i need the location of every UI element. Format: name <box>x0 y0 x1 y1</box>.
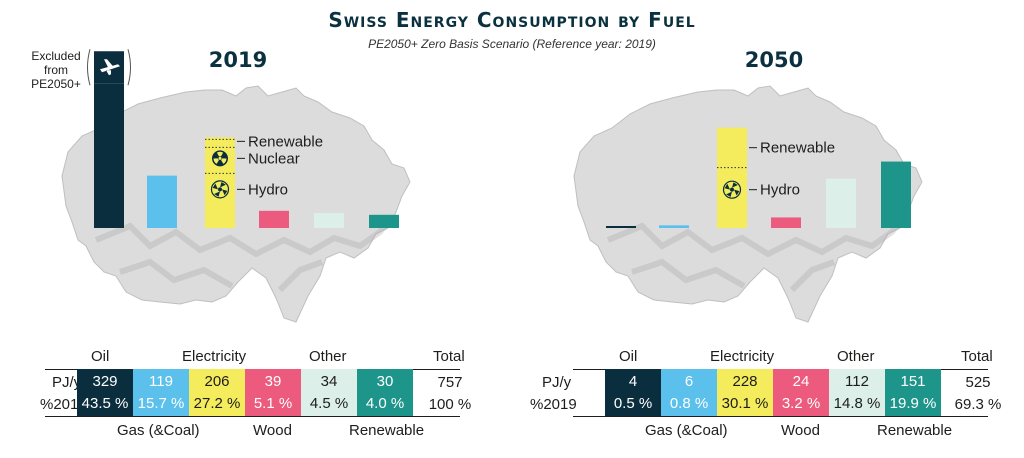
panel-title-2019: 2019 <box>208 48 268 72</box>
total-value: 757 <box>437 374 463 391</box>
label-oil: Oil <box>619 348 638 365</box>
label-total: Total <box>961 348 993 365</box>
label-gas: Gas (&Coal) <box>117 422 200 439</box>
cell-percent: 4.5 % <box>309 395 349 412</box>
cell-percent: 15.7 % <box>137 395 185 412</box>
cell-percent: 30.1 % <box>721 395 769 412</box>
cell-renewable: 151 19.9 % <box>885 369 941 416</box>
cell-percent: 3.2 % <box>781 395 821 412</box>
label-oil: Oil <box>91 348 110 365</box>
row-label-pj: PJ/y <box>542 374 572 391</box>
bar-oil <box>606 226 636 228</box>
cell-electricity: 228 30.1 % <box>717 369 773 416</box>
label-wood: Wood <box>781 422 820 439</box>
total-percent: 69.3 % <box>954 396 1002 413</box>
cell-value: 329 <box>92 373 118 390</box>
cell-value: 151 <box>900 373 926 390</box>
annotation-hydro: Hydro <box>760 182 800 199</box>
chart-title: Swiss Energy Consumption by Fuel <box>328 8 696 32</box>
cell-percent: 0.8 % <box>669 395 709 412</box>
cell-value: 112 <box>845 373 869 390</box>
label-other: Other <box>309 348 347 365</box>
cell-value: 228 <box>732 373 758 390</box>
bar-gas-coal <box>147 175 177 228</box>
label-renewable: Renewable <box>349 422 425 439</box>
cell-value: 39 <box>264 373 282 390</box>
cell-value: 4 <box>628 373 638 390</box>
bar-oil <box>94 83 124 229</box>
cell-percent: 27.2 % <box>193 395 241 412</box>
cell-gas-coal: 119 15.7 % <box>133 369 189 416</box>
cell-other: 34 4.5 % <box>301 369 357 416</box>
label-electricity: Electricity <box>710 348 775 365</box>
annotation-hydro: Hydro <box>248 181 288 198</box>
bracket-right <box>127 49 131 86</box>
cell-percent: 19.9 % <box>889 395 937 412</box>
label-electricity: Electricity <box>182 348 247 365</box>
hydro-icon <box>210 180 230 199</box>
annotation-renewable: Renewable <box>760 140 835 157</box>
total-value: 525 <box>965 374 991 391</box>
table-bottom-rule <box>573 416 988 417</box>
cell-value: 24 <box>792 373 810 390</box>
cell-percent: 14.8 % <box>833 395 881 412</box>
panel-title-2050: 2050 <box>744 48 804 72</box>
cell-oil: 329 43.5 % <box>77 369 133 416</box>
cell-value: 6 <box>684 373 694 390</box>
label-renewable: Renewable <box>877 422 953 439</box>
cell-oil: 4 0.5 % <box>605 369 661 416</box>
annotation-renewable: Renewable <box>248 133 323 150</box>
cell-percent: 0.5 % <box>613 395 653 412</box>
nuclear-icon <box>212 150 228 167</box>
cell-value: 34 <box>320 373 338 390</box>
bracket-left <box>87 49 91 86</box>
cell-percent: 4.0 % <box>365 395 405 412</box>
label-total: Total <box>433 348 465 365</box>
bar-electricity <box>717 127 747 228</box>
label-wood: Wood <box>253 422 292 439</box>
bar-renewable <box>369 214 399 228</box>
airplane-icon <box>94 51 124 84</box>
bar-other <box>826 178 856 228</box>
cell-value: 30 <box>376 373 394 390</box>
cell-wood: 24 3.2 % <box>773 369 829 416</box>
bar-gas-coal <box>659 225 689 228</box>
row-label-pct: %2019 <box>530 396 577 413</box>
cell-percent: 43.5 % <box>81 395 129 412</box>
annotation-excluded: Excluded <box>31 49 80 63</box>
bar-other <box>314 213 344 228</box>
bar-wood <box>259 210 289 228</box>
annotation-excluded: from <box>44 63 68 77</box>
label-other: Other <box>837 348 875 365</box>
cell-gas-coal: 6 0.8 % <box>661 369 717 416</box>
table-2050: Oil Electricity Other Total PJ/y %2019 4… <box>530 346 1008 446</box>
hydro-icon <box>722 180 742 199</box>
cell-value: 206 <box>204 373 230 390</box>
label-gas: Gas (&Coal) <box>645 422 728 439</box>
bar-wood <box>771 217 801 228</box>
table-2019: Oil Electricity Other Total PJ/y %2019 3… <box>40 346 480 446</box>
cell-electricity: 206 27.2 % <box>189 369 245 416</box>
chart-subtitle: PE2050+ Zero Basis Scenario (Reference y… <box>368 37 656 51</box>
annotation-nuclear: Nuclear <box>248 150 300 167</box>
total-percent: 100 % <box>428 396 472 413</box>
table-bottom-rule <box>45 416 460 417</box>
cell-other: 112 14.8 % <box>829 369 885 416</box>
switzerland-map <box>573 85 923 323</box>
panel-2050-chart: Renewable Hydro <box>573 85 923 323</box>
bar-renewable <box>881 161 911 228</box>
cell-wood: 39 5.1 % <box>245 369 301 416</box>
row-label-pj: PJ/y <box>52 374 82 391</box>
cell-value: 119 <box>149 373 173 390</box>
cell-renewable: 30 4.0 % <box>357 369 413 416</box>
cell-percent: 5.1 % <box>253 395 293 412</box>
row-label-pct: %2019 <box>40 396 87 413</box>
annotation-excluded: PE2050+ <box>31 77 81 91</box>
